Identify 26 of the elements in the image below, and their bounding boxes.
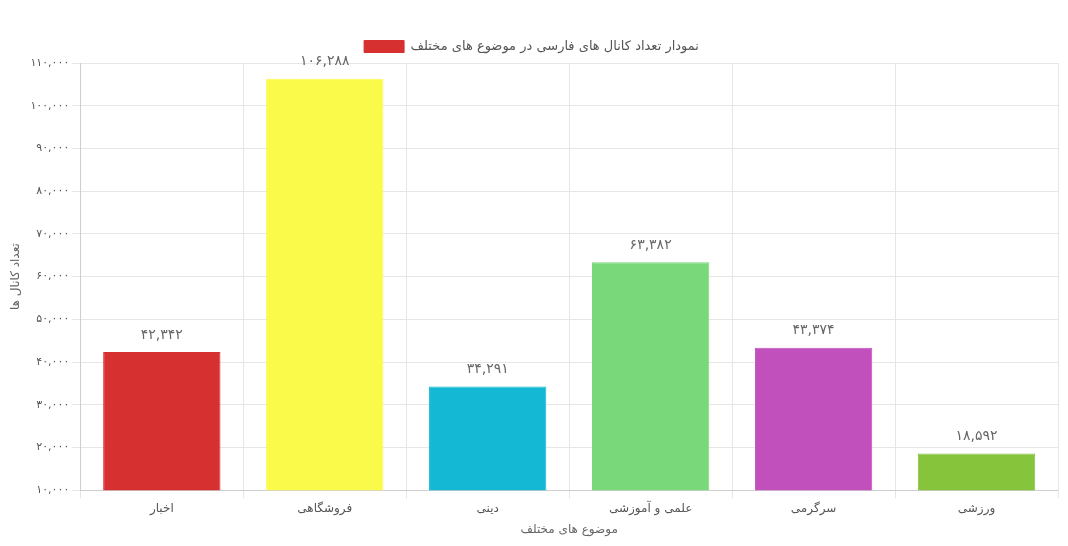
x-tick-label: دینی <box>476 500 499 515</box>
x-tick-label: فروشگاهی <box>297 500 353 516</box>
x-axis-title: موضوع های مختلف <box>520 521 618 537</box>
y-tick-label: ۸۰,۰۰۰ <box>36 184 70 198</box>
y-tick-label: ۱۰,۰۰۰ <box>36 483 70 497</box>
legend-label: نمودار تعداد کانال های فارسی در موضوع های مختلف <box>410 37 699 54</box>
y-tick-label: ۳۰,۰۰۰ <box>36 397 70 411</box>
data-label: ۶۳,۳۸۲ <box>629 235 672 252</box>
x-tick-label: سرگرمی <box>790 500 837 516</box>
y-tick-label: ۴۰,۰۰۰ <box>36 354 70 368</box>
data-label: ۱۰۶,۲۸۸ <box>299 52 351 69</box>
y-axis-title: تعداد کانال ها <box>8 243 23 311</box>
y-tick-label: ۲۰,۰۰۰ <box>36 440 70 454</box>
y-tick-label: ۷۰,۰۰۰ <box>36 226 70 240</box>
y-tick-label: ۱۱۰,۰۰۰ <box>30 55 70 69</box>
x-tick-label: ورزشی <box>957 500 996 516</box>
y-tick-label: ۹۰,۰۰۰ <box>36 141 70 155</box>
data-label: ۴۲,۳۴۲ <box>140 325 183 342</box>
data-label: ۴۳,۳۷۴ <box>792 321 835 338</box>
x-tick-label: اخبار <box>148 500 174 516</box>
y-tick-label: ۵۰,۰۰۰ <box>36 312 70 326</box>
y-tick-label: ۶۰,۰۰۰ <box>36 269 70 283</box>
data-label: ۱۸,۵۹۲ <box>955 427 998 444</box>
x-tick-label: علمی و آموزشی <box>608 499 693 516</box>
data-label: ۳۴,۲۹۱ <box>466 360 509 377</box>
y-tick-label: ۱۰۰,۰۰۰ <box>30 98 70 112</box>
